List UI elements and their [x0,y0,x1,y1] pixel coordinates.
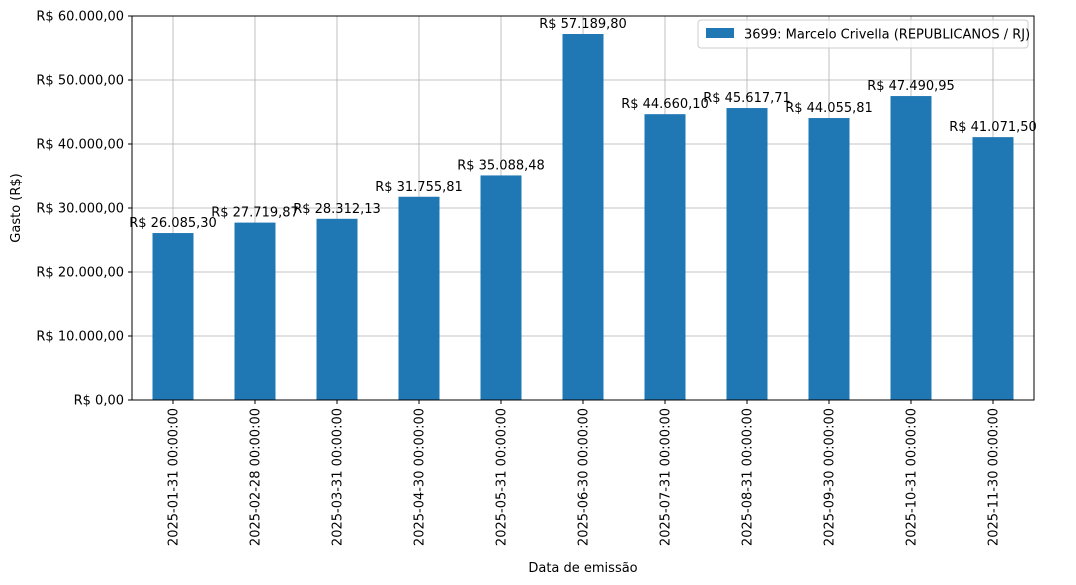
bar [726,108,768,400]
x-tick-label: 2025-02-28 00:00:00 [249,408,264,546]
bar [316,218,358,400]
y-axis: R$ 0,00 R$ 10.000,00 R$ 20.000,00 R$ 30.000… [36,10,132,409]
x-tick-label: 2025-08-31 00:00:00 [741,408,756,546]
x-tick-label: 2025-10-31 00:00:00 [905,408,920,546]
legend: 3699: Marcelo Crivella (REPUBLICANOS / R… [697,19,1030,49]
bar [808,118,850,400]
x-tick-label: 2025-05-31 00:00:00 [495,408,510,546]
x-tick-label: 2025-06-30 00:00:00 [577,408,592,546]
y-tick-label: R$ 50.000,00 [36,74,124,89]
y-tick-label: R$ 10.000,00 [36,330,124,345]
x-tick-label: 2025-11-30 00:00:00 [987,408,1002,546]
bar [480,175,522,400]
bar [398,196,440,400]
y-axis-label: Gasto (R$) [9,173,24,242]
bar-value-label: R$ 45.617,71 [703,91,791,106]
bar [890,96,932,400]
x-tick-label: 2025-07-31 00:00:00 [659,408,674,546]
x-tick-label: 2025-04-30 00:00:00 [413,408,428,546]
bar-value-label: R$ 27.719,87 [211,206,299,221]
x-axis-label: Data de emissão [528,561,637,576]
bar-value-label: R$ 28.312,13 [293,202,381,217]
bar [972,137,1014,400]
x-tick-label: 2025-09-30 00:00:00 [823,408,838,546]
bar [644,114,686,401]
bar-value-label: R$ 31.755,81 [375,180,463,195]
y-tick-label: R$ 0,00 [74,394,124,409]
data-labels: R$ 26.085,30R$ 27.719,87R$ 28.312,13 R$ 3… [129,17,1037,231]
bar-value-label: R$ 47.490,95 [867,79,955,94]
y-tick-label: R$ 20.000,00 [36,266,124,281]
x-tick-label: 2025-03-31 00:00:00 [331,408,346,546]
bar-value-label: R$ 57.189,80 [539,17,627,32]
y-tick-label: R$ 40.000,00 [36,138,124,153]
bars [152,33,1014,401]
bar-value-label: R$ 35.088,48 [457,158,545,173]
bar [152,233,194,400]
legend-box [697,19,1029,49]
legend-entry: 3699: Marcelo Crivella (REPUBLICANOS / R… [744,28,1030,43]
bar [234,222,276,400]
bar-value-label: R$ 26.085,30 [129,216,217,231]
y-tick-label: R$ 30.000,00 [36,202,124,217]
bar [562,33,604,400]
bar-value-label: R$ 41.071,50 [949,120,1037,135]
y-tick-label: R$ 60.000,00 [36,10,124,25]
bar-value-label: R$ 44.660,10 [621,97,709,112]
x-tick-label: 2025-01-31 00:00:00 [167,408,182,546]
x-axis: 2025-01-31 00:00:00 2025-02-28 00:00:00 20… [167,400,1002,546]
legend-swatch [706,28,734,38]
bar-value-label: R$ 44.055,81 [785,101,873,116]
